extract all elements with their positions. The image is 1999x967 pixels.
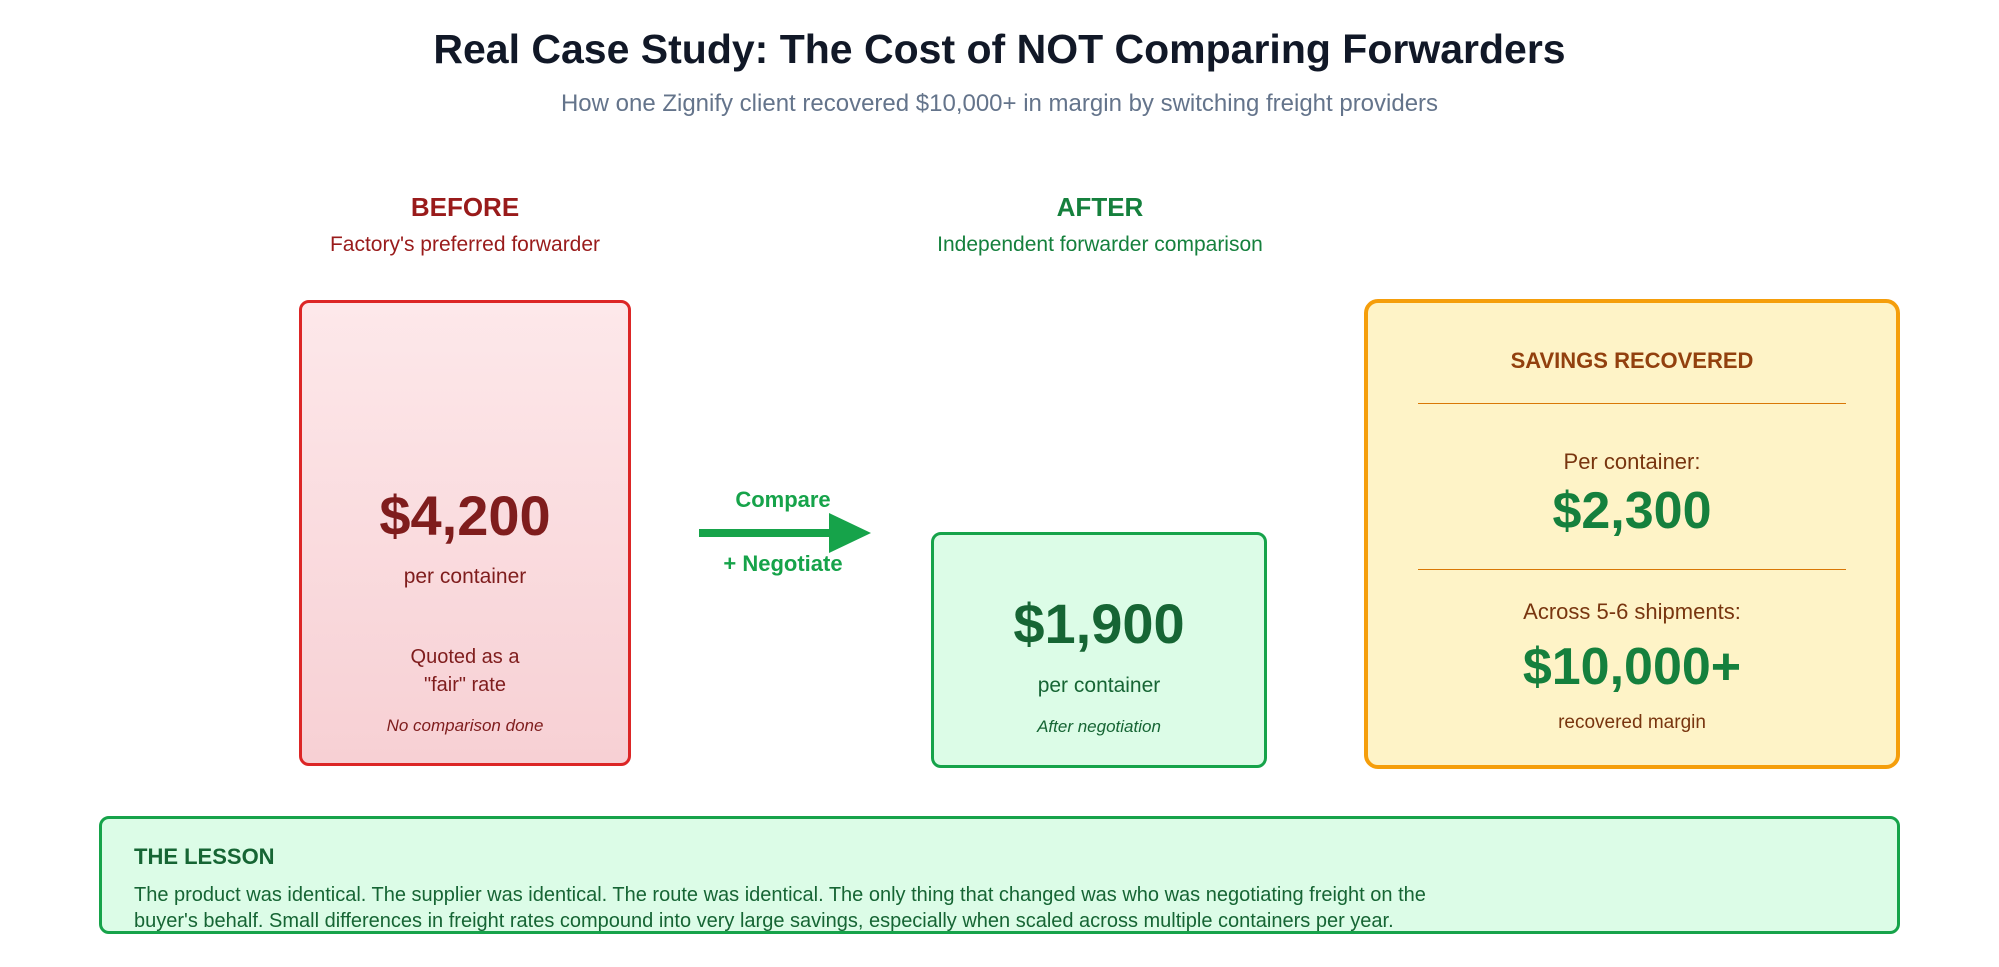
before-note: No comparison done <box>386 716 544 735</box>
before-quoted-line2: "fair" rate <box>423 674 506 696</box>
after-price: $1,900 <box>1013 592 1185 655</box>
before-heading: BEFORE <box>410 192 520 222</box>
lesson-panel: THE LESSON The product was identical. Th… <box>99 816 1900 934</box>
after-card: $1,900 per container After negotiation <box>931 532 1267 768</box>
lesson-line1: The product was identical. The supplier … <box>134 884 1426 906</box>
before-quoted-line1: Quoted as a <box>410 646 520 668</box>
arrow-bottom-label: + Negotiate <box>723 551 843 576</box>
lesson-line2: buyer's behalf. Small differences in fre… <box>134 910 1394 932</box>
lesson-text: The product was identical. The supplier … <box>134 882 1634 934</box>
right-arrow-icon <box>699 513 871 553</box>
recovered-margin-label: recovered margin <box>1558 712 1706 733</box>
before-price: $4,200 <box>379 484 551 547</box>
before-unit: per container <box>403 565 527 588</box>
savings-divider <box>1418 403 1846 404</box>
page-title: Real Case Study: The Cost of NOT Compari… <box>433 26 1566 72</box>
after-heading: AFTER <box>1056 192 1144 222</box>
after-subheading: Independent forwarder comparison <box>937 233 1263 256</box>
before-subheading: Factory's preferred forwarder <box>329 233 601 256</box>
savings-card: SAVINGS RECOVERED Per container: $2,300 … <box>1364 299 1900 769</box>
lesson-title: THE LESSON <box>134 844 275 869</box>
after-note: After negotiation <box>1037 717 1161 736</box>
per-container-label: Per container: <box>1563 449 1701 474</box>
savings-title: SAVINGS RECOVERED <box>1510 348 1754 373</box>
before-quoted-text: Quoted as a "fair" rate <box>302 643 628 699</box>
page-subtitle: How one Zignify client recovered $10,000… <box>560 90 1439 117</box>
before-card: $4,200 per container Quoted as a "fair" … <box>299 300 631 766</box>
arrow-top-label: Compare <box>735 487 831 512</box>
after-unit: per container <box>1037 674 1161 697</box>
per-container-value: $2,300 <box>1552 482 1712 540</box>
across-shipments-value: $10,000+ <box>1522 638 1742 696</box>
savings-divider <box>1418 569 1846 570</box>
across-shipments-label: Across 5-6 shipments: <box>1523 599 1741 624</box>
